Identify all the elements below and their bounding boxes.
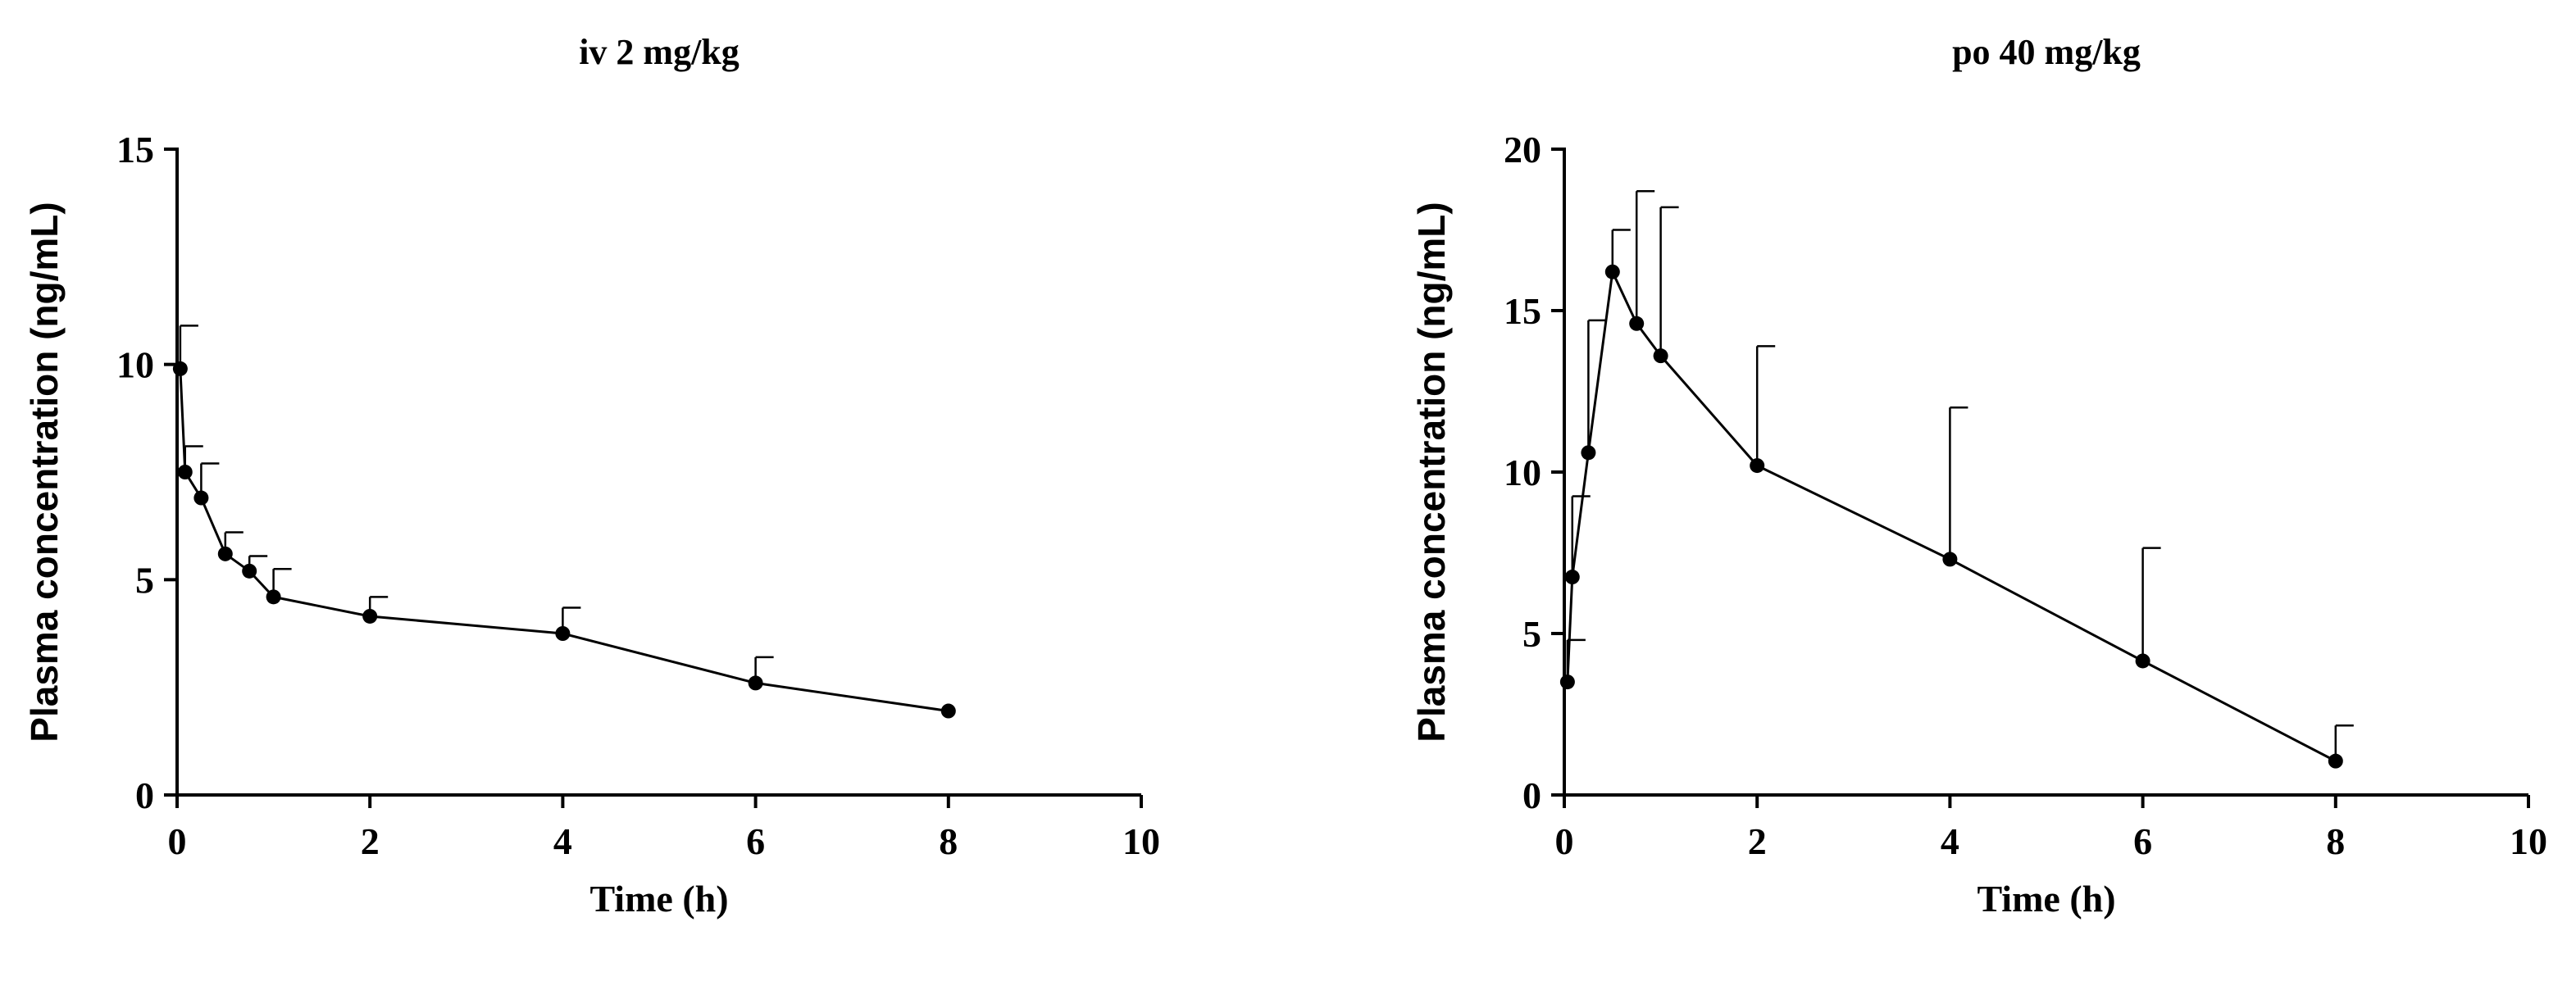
chart-1-x-tick-label: 6 [746, 820, 765, 862]
chart-2-x-tick-label: 0 [1555, 820, 1574, 862]
chart-2-x-tick-label: 2 [1748, 820, 1767, 862]
chart-2-x-tick-label: 10 [2510, 820, 2547, 862]
chart-1-data-point [242, 563, 257, 579]
chart-2-y-tick-label: 15 [1504, 290, 1541, 332]
chart-1-x-tick-label: 2 [361, 820, 380, 862]
chart-1-y-axis-label: Plasma concentration (ng/mL) [23, 202, 66, 742]
chart-2-data-point [2328, 753, 2343, 769]
chart-2-y-tick-label: 10 [1504, 452, 1541, 493]
chart-2-y-tick-label: 5 [1522, 613, 1541, 655]
chart-2-series-line [1566, 267, 2337, 762]
chart-2-data-point [2135, 653, 2150, 669]
chart-2-data-point [1559, 674, 1575, 690]
chart-2-data-point [1581, 445, 1596, 461]
chart-1-data-point [172, 361, 188, 376]
chart-2-y-tick-label: 20 [1504, 129, 1541, 170]
chart-1-y-tick-label: 5 [135, 559, 154, 601]
chart-1-data-point [177, 465, 193, 479]
chart-2-x-tick-label: 6 [2133, 820, 2152, 862]
chart-1-data-point [266, 589, 281, 605]
chart-1-x-axis-label: Time (h) [589, 878, 728, 920]
chart-2-data-point [1942, 552, 1958, 567]
chart-2-data-point [1750, 458, 1765, 474]
chart-2-y-axis-label: Plasma concentration (ng/mL) [1410, 202, 1453, 742]
chart-1-data-point [362, 608, 378, 624]
chart-1-data-point [555, 626, 571, 641]
chart-2-x-tick-label: 8 [2326, 820, 2345, 862]
chart-2-x-axis-label: Time (h) [1977, 878, 2115, 920]
chart-1-y-tick-label: 15 [116, 129, 154, 170]
chart-1-y-tick-label: 0 [135, 774, 154, 816]
chart-1-x-tick-label: 10 [1122, 820, 1160, 862]
chart-1-series-line [179, 368, 949, 713]
chart-1-x-tick-label: 0 [168, 820, 187, 862]
chart-2-y-tick-label: 0 [1522, 774, 1541, 816]
chart-2-data-point [1653, 348, 1668, 364]
chart-1-x-tick-label: 8 [939, 820, 958, 862]
chart-2-data-point [1564, 570, 1580, 585]
chart-1-data-point [217, 546, 233, 561]
chart-1-data-point [940, 703, 956, 719]
chart-1-data-point [193, 490, 209, 506]
chart-1-data-point [748, 675, 763, 691]
chart-2-title: po 40 mg/kg [1952, 32, 2141, 72]
chart-2-data-point [1604, 264, 1620, 279]
chart-1-y-tick-label: 10 [116, 344, 154, 386]
chart-2-x-tick-label: 4 [1941, 820, 1959, 862]
chart-1-x-tick-label: 4 [553, 820, 572, 862]
chart-1-title: iv 2 mg/kg [579, 32, 740, 72]
chart-2-data-point [1629, 316, 1645, 331]
